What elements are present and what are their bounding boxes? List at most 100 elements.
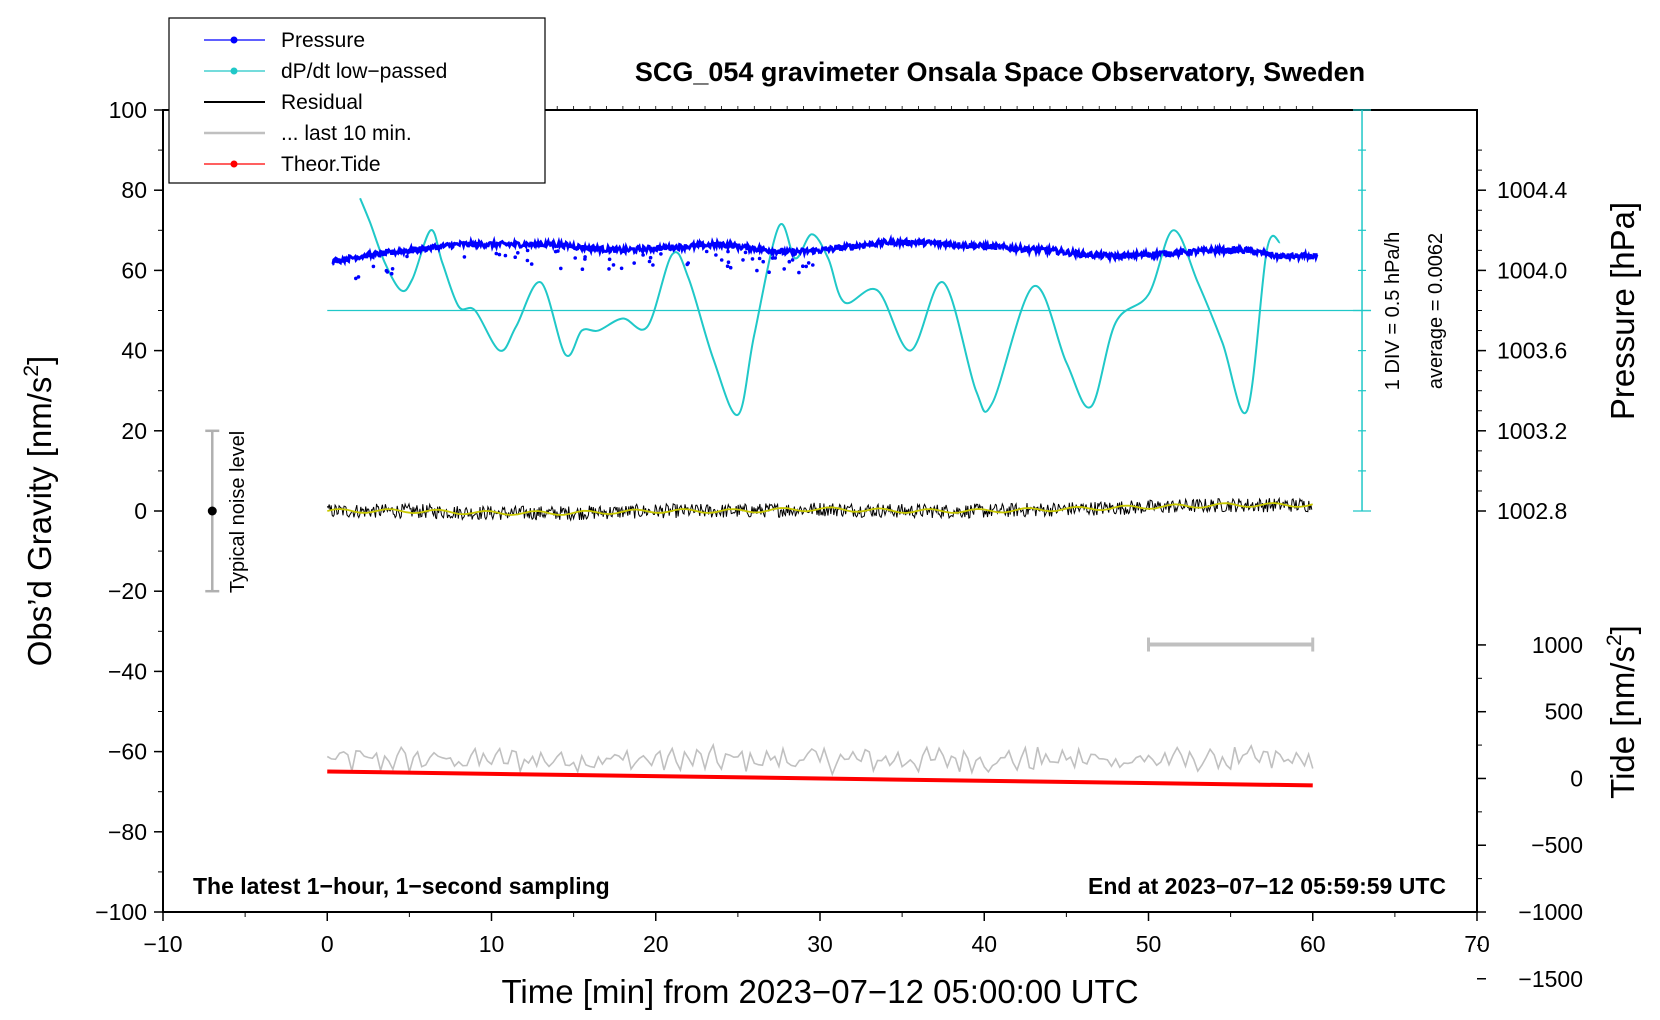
pressure-outlier-point — [719, 258, 724, 262]
pressure-outlier-point — [607, 257, 612, 262]
pressure-outlier-point — [371, 264, 376, 269]
pressure-tick-label: 1003.2 — [1497, 418, 1567, 444]
pressure-outlier-point — [503, 253, 508, 258]
pressure-outlier-point — [516, 251, 520, 255]
pressure-outlier-point — [354, 276, 358, 281]
pressure-outlier-point — [356, 275, 361, 279]
legend-entries: Pressure dP/dt low−passed Residual ... last… — [204, 29, 447, 176]
tide-tick-label: 1000 — [1532, 632, 1583, 658]
tide-series-line — [327, 769, 1313, 788]
x-tick-label: 40 — [971, 931, 997, 957]
pressure-outlier-point — [494, 251, 499, 256]
pressure-outlier-point — [804, 264, 808, 269]
pressure-tick-label: 1004.0 — [1497, 257, 1567, 283]
pressure-outlier-point — [529, 262, 534, 266]
pressure-tick-label: 1002.8 — [1497, 498, 1567, 524]
pressure-outlier-point — [607, 267, 611, 271]
pressure-outlier-point — [648, 255, 653, 260]
tide-tick-label: 500 — [1545, 699, 1583, 725]
pressure-outlier-point — [389, 271, 394, 276]
legend-marker — [230, 160, 238, 168]
x-tick-label: 10 — [479, 931, 505, 957]
pressure-outlier-point — [790, 258, 795, 262]
pressure-outlier-point — [725, 264, 730, 269]
legend-label: Residual — [281, 91, 363, 114]
pressure-outlier-point — [553, 249, 558, 254]
pressure-outlier-point — [811, 263, 815, 267]
legend-label: Pressure — [281, 29, 365, 52]
pressure-outlier-point — [583, 255, 587, 259]
y-tick-label: 40 — [121, 338, 147, 364]
pressure-outlier-point — [632, 261, 636, 265]
residual-smoothed-line — [327, 502, 1313, 516]
pressure-outlier-point — [573, 256, 577, 260]
x-tick-label: −10 — [143, 931, 182, 957]
legend-box — [168, 17, 546, 184]
x-tick-label: 0 — [321, 931, 334, 957]
pressure-outlier-point — [462, 255, 467, 259]
pressure-outlier-point — [773, 256, 777, 260]
y-tick-label: 100 — [109, 97, 147, 123]
pressure-outlier-point — [755, 268, 759, 273]
pressure-outlier-point — [770, 256, 775, 260]
pressure-outlier-point — [651, 263, 655, 267]
y-tick-label: −80 — [108, 819, 147, 845]
pressure-outlier-point — [405, 254, 409, 259]
pressure-outlier-point — [726, 260, 731, 265]
average-label: average = 0.0062 — [1425, 233, 1447, 389]
noise-level-center-dot — [207, 506, 217, 516]
pressure-outlier-point — [384, 268, 389, 273]
div-scale-label: 1 DIV = 0.5 hPa/h — [1382, 232, 1404, 390]
legend-label: dP/dt low−passed — [281, 60, 447, 83]
y-tick-label: 0 — [134, 498, 147, 524]
pressure-outlier-point — [580, 267, 585, 272]
pressure-outlier-point — [497, 252, 502, 257]
tide-tick-label: 0 — [1570, 765, 1583, 791]
pressure-outlier-point — [743, 250, 748, 255]
pressure-outlier-point — [641, 253, 645, 257]
chart-marks: −10 0 10 20 30 40 50 60 70−100−80−60−40−20020406… — [95, 97, 1583, 992]
tide-axis-title: Tide [nm/s2] — [1603, 625, 1641, 799]
pressure-axis-title: Pressure [hPa] — [1604, 202, 1641, 420]
pressure-outlier-point — [390, 267, 395, 271]
pressure-outlier-point — [659, 252, 663, 256]
legend-label: ... last 10 min. — [281, 122, 412, 145]
x-tick-label: 70 — [1464, 931, 1490, 957]
pressure-outlier-point — [525, 248, 530, 253]
last10-series-line — [326, 742, 1314, 777]
noise-level-label: Typical noise level — [227, 431, 249, 593]
pressure-series-line — [331, 233, 1319, 267]
pressure-outlier-point — [686, 261, 690, 265]
tide-tick-label: −500 — [1531, 832, 1583, 858]
x-tick-label: 50 — [1136, 931, 1162, 957]
pressure-outlier-point — [611, 263, 616, 267]
footer-right-note: End at 2023−07−12 05:59:59 UTC — [1088, 873, 1446, 899]
y-tick-label: −60 — [108, 739, 147, 765]
pressure-outlier-point — [782, 267, 786, 271]
y-axis-title: Obs’d Gravity [nm/s2] — [20, 356, 58, 667]
pressure-outlier-point — [757, 256, 762, 261]
footer-left-note: The latest 1−hour, 1−second sampling — [193, 873, 610, 899]
pressure-outlier-point — [728, 265, 733, 270]
x-tick-label: 30 — [807, 931, 833, 957]
x-tick-label: 20 — [643, 931, 669, 957]
pressure-outlier-point — [513, 255, 517, 259]
tide-tick-label: −1500 — [1518, 966, 1583, 992]
pressure-outlier-point — [767, 270, 771, 275]
legend-label: Theor.Tide — [281, 153, 381, 176]
tide-tick-label: −1000 — [1518, 899, 1583, 925]
pressure-outlier-point — [761, 259, 765, 264]
pressure-outlier-point — [647, 259, 652, 264]
pressure-outlier-point — [787, 259, 792, 264]
pressure-tick-label: 1004.4 — [1497, 177, 1568, 203]
x-axis-title: Time [min] from 2023−07−12 05:00:00 UTC — [501, 973, 1138, 1010]
y-tick-label: −100 — [95, 899, 147, 925]
pressure-outlier-point — [750, 257, 755, 261]
x-tick-label: 60 — [1300, 931, 1326, 957]
pressure-outlier-point — [559, 266, 563, 271]
pressure-outlier-point — [801, 264, 805, 269]
legend-marker — [230, 67, 238, 75]
y-tick-label: −20 — [108, 578, 147, 604]
pressure-outlier-point — [806, 261, 811, 265]
